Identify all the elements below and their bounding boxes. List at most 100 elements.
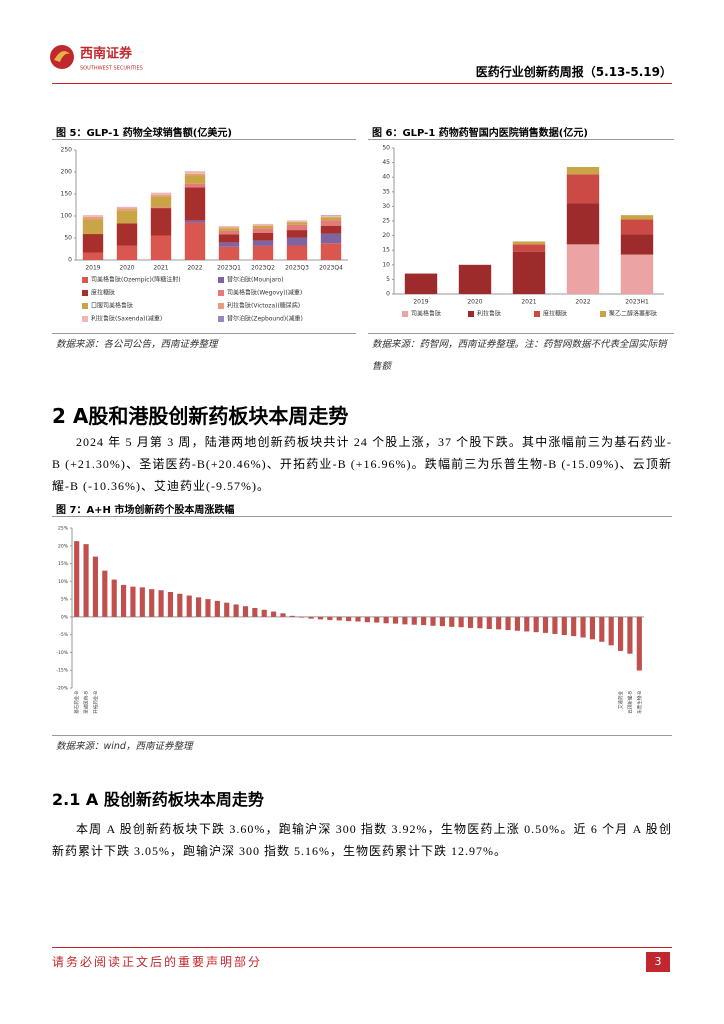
bar-segment: [218, 228, 240, 231]
bar-segment: [566, 166, 600, 175]
bar-segment: [620, 215, 654, 220]
bar: [271, 611, 277, 617]
bar: [599, 616, 605, 642]
bar-segment: [82, 219, 104, 235]
bar: [505, 616, 511, 631]
bar-segment: [184, 220, 206, 223]
x-tick-label: 乐普生物-B: [636, 691, 643, 714]
y-tick-label: 45: [382, 159, 390, 166]
bar: [608, 616, 614, 646]
legend-label: 司美格鲁肽(Ozempic)(降糖注射): [91, 276, 181, 284]
y-tick-label: 0%: [61, 614, 69, 620]
rule: [52, 516, 672, 517]
source-note: 数据来源：wind，西南证券整理: [56, 741, 193, 752]
bar: [130, 586, 136, 617]
y-tick-label: 50: [382, 145, 390, 152]
bar: [149, 589, 155, 617]
bar-segment: [620, 254, 654, 294]
bar: [542, 616, 549, 633]
legend-swatch: [600, 311, 606, 317]
bar-segment: [252, 245, 274, 260]
bar: [430, 616, 436, 626]
figure-caption: 图 7：A+H 市场创新药个股本周涨跌幅: [56, 505, 235, 516]
y-tick-label: 5%: [61, 597, 69, 603]
bar-segment: [218, 242, 240, 247]
bar-segment: [150, 192, 172, 195]
chart: 25% 20% 15% 10% 5% 0% -5% -10% -15% -20% 基石药业-B 圣诺医…: [56, 526, 644, 714]
x-tick-label: 开拓药业-B: [92, 691, 99, 714]
bar: [327, 616, 333, 621]
bar: [524, 616, 530, 632]
bar-segment: [150, 194, 172, 197]
bar: [411, 616, 417, 625]
bar: [167, 592, 174, 617]
legend-swatch: [82, 290, 88, 296]
legend-swatch: [82, 316, 88, 322]
bar: [589, 616, 596, 640]
bar: [92, 556, 99, 617]
bar: [561, 616, 567, 636]
x-tick-label: 2020: [119, 265, 134, 272]
y-tick-label: 250: [61, 147, 73, 154]
bar-segment: [218, 246, 240, 260]
bar-segment: [252, 223, 274, 226]
y-tick-label: 15%: [58, 561, 69, 567]
bar-segment: [252, 228, 274, 233]
bar: [467, 616, 474, 628]
bar: [280, 613, 286, 617]
bar: [158, 590, 164, 617]
bar-segment: [320, 225, 342, 234]
bar-segment: [286, 220, 308, 222]
paragraph: 2024 年 5 月第 3 周，陆港两地创新药板块共计 24 个股上涨，37 个…: [52, 435, 672, 493]
y-tick-label: 10: [382, 261, 390, 268]
bar: [439, 616, 445, 627]
bar-segment: [512, 251, 546, 294]
bar-segment: [82, 216, 104, 220]
y-tick-label: 25: [382, 218, 390, 225]
y-tick-label: -10%: [56, 650, 68, 656]
bar: [299, 616, 305, 618]
legend-label: 司美格鲁肽: [411, 310, 441, 318]
rule: [52, 333, 356, 334]
section-heading: 2 A股和港股创新药板块本周走势: [52, 404, 349, 428]
x-tick-label: 2019: [85, 265, 100, 272]
bar: [120, 584, 127, 617]
bar: [580, 616, 586, 638]
chart: 0 5 10 15 20 25 30 35 40 45 50 2019 2020 2021 2022 2023…: [382, 145, 664, 318]
report-title: 医药行业创新药周报（5.13-5.19）: [475, 65, 672, 79]
bar-segment: [458, 264, 492, 294]
bar-segment: [620, 234, 654, 255]
bar-segment: [320, 217, 342, 221]
bar-segment: [116, 223, 138, 246]
legend-label: 替尔泊肽(Zepbound)(减重): [227, 315, 303, 323]
logo-name: 西南证券: [80, 46, 133, 62]
y-tick-label: 150: [61, 191, 73, 198]
legend-label: 聚乙二醇洛塞那肽: [609, 310, 657, 318]
bar-segment: [184, 175, 206, 184]
bar-segment: [116, 208, 138, 211]
legend-label: 度拉糖肽: [543, 310, 567, 318]
bar: [383, 616, 389, 624]
x-tick-label: 2023Q3: [285, 265, 309, 272]
bar: [317, 616, 324, 620]
bar: [636, 616, 642, 671]
rule: [52, 735, 672, 736]
bar-segment: [286, 230, 308, 238]
bar: [346, 616, 352, 622]
legend-swatch: [402, 311, 408, 317]
y-tick-label: 30: [382, 203, 390, 210]
bar: [617, 616, 624, 651]
bar: [242, 606, 249, 617]
bar-segment: [184, 173, 206, 176]
legend-swatch: [218, 290, 224, 296]
legend-swatch: [82, 277, 88, 283]
bar-segment: [184, 187, 206, 221]
legend-swatch: [534, 311, 540, 317]
bar: [233, 604, 239, 617]
bar: [571, 616, 577, 637]
legend-swatch: [218, 303, 224, 309]
figure-caption: 图 6：GLP-1 药物药智国内医院销售数据(亿元): [372, 128, 588, 139]
x-tick-label: 2019: [413, 299, 428, 306]
x-tick-label: 2023H1: [625, 299, 649, 306]
legend-label: 利拉鲁肽(Saxenda)(减重): [91, 315, 162, 323]
